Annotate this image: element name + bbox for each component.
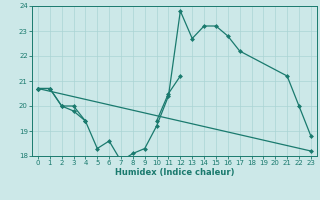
X-axis label: Humidex (Indice chaleur): Humidex (Indice chaleur) <box>115 168 234 177</box>
